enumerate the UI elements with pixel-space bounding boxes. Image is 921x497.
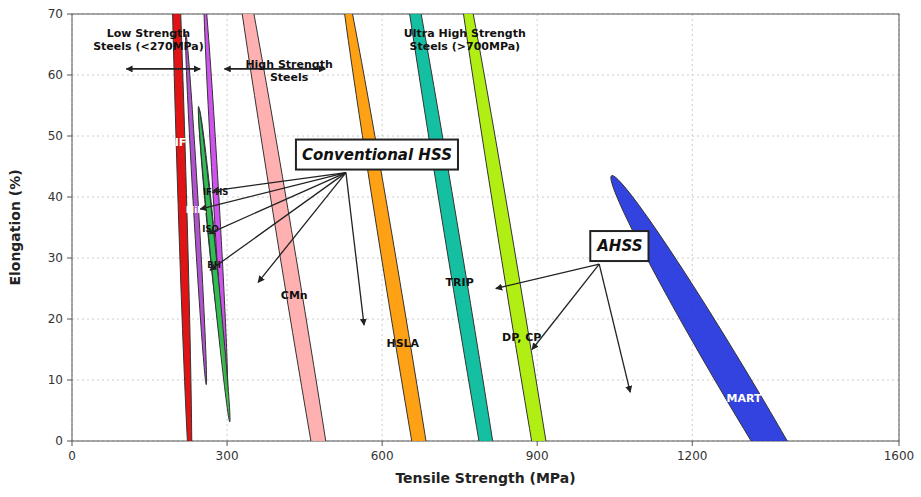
ellipse-label: CMn xyxy=(281,289,308,302)
ellipse-label: IF xyxy=(175,136,187,149)
tick-label: 60 xyxy=(48,68,63,82)
callout-box xyxy=(296,140,458,170)
ellipse xyxy=(186,34,207,385)
annotation-text: High StrengthSteels xyxy=(245,58,332,84)
annotation-text: Low StrengthSteels (<270MPa) xyxy=(93,27,204,53)
tick-mark xyxy=(227,441,228,446)
ellipse-label: HSLA xyxy=(386,337,419,350)
tick-label: 70 xyxy=(48,7,63,21)
ellipse-label: IF-HS xyxy=(203,187,228,197)
ellipse-labels: IF IF-HS Mild ISO BH CMn HSLA TRIP DP, CP MART xyxy=(175,136,762,405)
annotation-arrow xyxy=(258,173,346,283)
callout-box xyxy=(590,231,648,261)
tick-mark xyxy=(67,441,72,442)
zone-label: Ultra High StrengthSteels (>700MPa) xyxy=(404,27,526,53)
tick-mark xyxy=(67,197,72,198)
plot-frame xyxy=(72,14,899,441)
tick-label: 40 xyxy=(48,190,63,204)
grid-line xyxy=(72,319,899,320)
annotation-text: AHSS xyxy=(596,237,642,255)
tick-mark xyxy=(899,441,900,446)
annotation-arrow xyxy=(209,173,346,234)
tick-mark xyxy=(382,441,383,446)
chart: 0 300 600 900 1200 1600 0 10 20 30 40 50 60 70 Tensile… xyxy=(0,0,921,497)
tick-label: 300 xyxy=(216,449,239,463)
tick-label: 30 xyxy=(48,251,63,265)
ellipse xyxy=(450,14,593,441)
zone-label: Low StrengthSteels (<270MPa) xyxy=(93,27,204,53)
tick-mark xyxy=(67,14,72,15)
annotation-text: Conventional HSS xyxy=(302,146,452,164)
tick-mark xyxy=(72,441,73,446)
tick-label: 1600 xyxy=(884,449,915,463)
annotation-arrow xyxy=(210,173,346,271)
plot-area xyxy=(72,14,899,441)
x-axis-label: Tensile Strength (MPa) xyxy=(395,470,575,486)
annotation-text: Ultra High StrengthSteels (>700MPa) xyxy=(404,27,526,53)
ellipse xyxy=(611,176,877,441)
y-axis-label: Elongation (%) xyxy=(7,169,23,285)
grid-line xyxy=(692,14,693,441)
tick-mark xyxy=(67,75,72,76)
grid xyxy=(72,14,899,441)
annotation-arrow xyxy=(599,264,630,392)
ellipse-label: MART xyxy=(726,392,761,405)
annotation-arrow xyxy=(532,264,599,349)
tick-mark xyxy=(67,380,72,381)
tick-label: 600 xyxy=(371,449,394,463)
grid-line xyxy=(72,75,899,76)
ellipse-label: BH xyxy=(207,260,221,270)
tick-mark xyxy=(67,319,72,320)
tick-mark xyxy=(67,258,72,259)
ellipse xyxy=(225,14,363,441)
tick-label: 0 xyxy=(55,434,63,448)
zone-label: High StrengthSteels xyxy=(245,58,332,84)
tick-label: 0 xyxy=(68,449,76,463)
ellipse xyxy=(198,106,230,421)
callout: AHSS xyxy=(590,231,648,261)
grid-line xyxy=(72,380,899,381)
callout: Conventional HSS xyxy=(296,140,458,170)
grid-line xyxy=(537,14,538,441)
tick-label: 20 xyxy=(48,312,63,326)
tick-label: 50 xyxy=(48,129,63,143)
ellipses xyxy=(169,14,877,441)
ellipse-label: TRIP xyxy=(446,276,474,289)
ellipse-label: ISO xyxy=(202,224,219,234)
zone-arrow xyxy=(126,68,200,70)
annotation-arrow xyxy=(200,173,346,210)
annotation-arrow xyxy=(346,173,364,326)
annotations: Conventional HSS AHSS Low StrengthSteels (… xyxy=(93,27,648,392)
tick-mark xyxy=(67,136,72,137)
tick-label: 1200 xyxy=(677,449,708,463)
tick-label: 10 xyxy=(48,373,63,387)
tick-label: 900 xyxy=(526,449,549,463)
ellipse-label: DP, CP xyxy=(502,331,541,344)
tick-mark xyxy=(537,441,538,446)
tick-mark xyxy=(692,441,693,446)
ellipse-label: Mild xyxy=(186,205,206,215)
